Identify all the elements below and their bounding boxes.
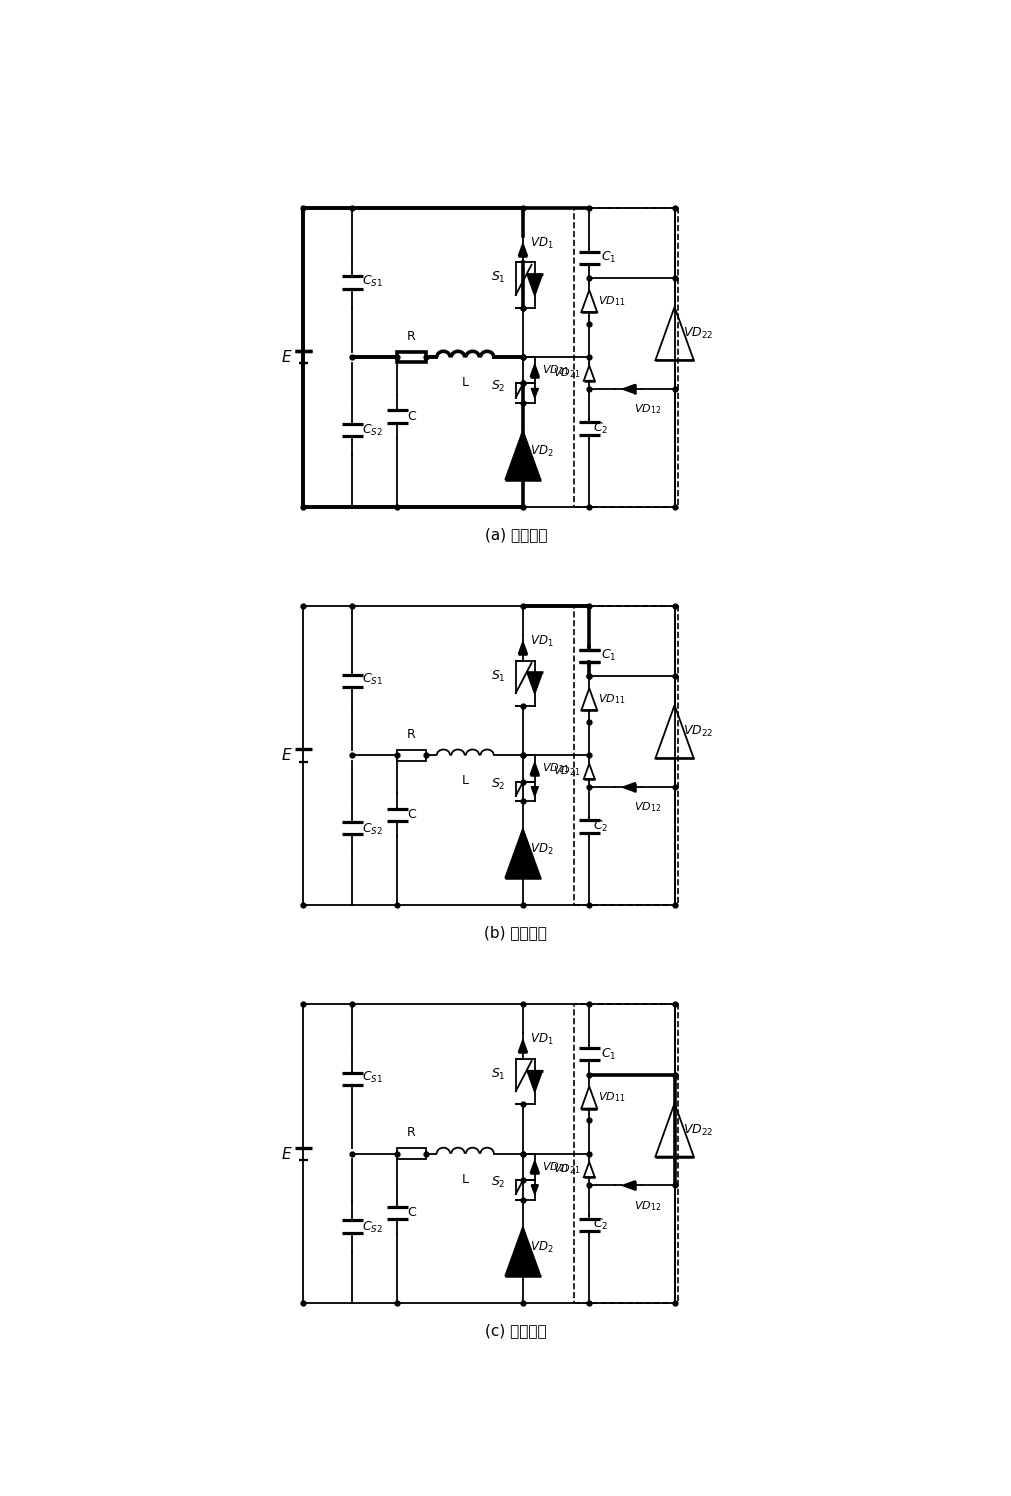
Text: $C_2$: $C_2$ — [593, 420, 609, 435]
Polygon shape — [623, 782, 635, 791]
Text: $VD_1$: $VD_1$ — [530, 1032, 554, 1047]
Text: L: L — [462, 377, 469, 389]
Text: $C_2$: $C_2$ — [593, 1218, 609, 1233]
Text: $S_2$: $S_2$ — [490, 1174, 506, 1191]
Text: $E$: $E$ — [281, 349, 292, 365]
Polygon shape — [532, 389, 538, 398]
Text: $E$: $E$ — [281, 1146, 292, 1162]
Bar — [574, 606, 678, 905]
Polygon shape — [519, 1040, 528, 1052]
Text: C: C — [407, 410, 417, 423]
Text: $C_1$: $C_1$ — [601, 648, 616, 664]
Text: $C_{S1}$: $C_{S1}$ — [362, 274, 383, 289]
Text: $VD_2$: $VD_2$ — [530, 842, 553, 857]
Text: $VD_{12}$: $VD_{12}$ — [634, 402, 661, 416]
Text: $VD_{21}$: $VD_{21}$ — [542, 1159, 569, 1173]
Text: $C_{S2}$: $C_{S2}$ — [362, 821, 382, 836]
Bar — [397, 352, 426, 362]
Text: $VD_{12}$: $VD_{12}$ — [634, 1198, 661, 1213]
Text: $C_{S1}$: $C_{S1}$ — [362, 672, 383, 687]
Text: $VD_{11}$: $VD_{11}$ — [598, 693, 625, 706]
Text: R: R — [407, 1126, 416, 1140]
Polygon shape — [532, 1185, 538, 1194]
Text: C: C — [407, 808, 417, 821]
Polygon shape — [506, 829, 541, 878]
Polygon shape — [519, 244, 528, 256]
Bar — [397, 751, 426, 760]
Text: $VD_{11}$: $VD_{11}$ — [598, 1091, 625, 1104]
Text: (a) 导通模式: (a) 导通模式 — [484, 527, 547, 542]
Text: $C_{S2}$: $C_{S2}$ — [362, 1219, 382, 1234]
Polygon shape — [623, 1180, 635, 1191]
Text: $VD_{22}$: $VD_{22}$ — [683, 1122, 714, 1137]
Text: $VD_{12}$: $VD_{12}$ — [634, 800, 661, 814]
Polygon shape — [527, 1071, 543, 1092]
Polygon shape — [532, 787, 538, 796]
Polygon shape — [530, 1161, 539, 1173]
Text: $S_1$: $S_1$ — [490, 1067, 506, 1082]
Text: $S_2$: $S_2$ — [490, 776, 506, 791]
Text: R: R — [407, 331, 416, 343]
Text: $VD_{21}$: $VD_{21}$ — [553, 1162, 580, 1176]
Text: $VD_{11}$: $VD_{11}$ — [598, 295, 625, 308]
Bar — [574, 208, 678, 507]
Polygon shape — [506, 1227, 541, 1276]
Text: (b) 充电模式: (b) 充电模式 — [484, 926, 547, 941]
Text: C: C — [407, 1206, 417, 1219]
Text: $VD_{21}$: $VD_{21}$ — [553, 367, 580, 380]
Text: $VD_{22}$: $VD_{22}$ — [683, 326, 714, 341]
Bar — [397, 1149, 426, 1159]
Text: L: L — [462, 1173, 469, 1186]
Text: $VD_1$: $VD_1$ — [530, 634, 554, 649]
Text: $VD_1$: $VD_1$ — [530, 236, 554, 251]
Text: $VD_2$: $VD_2$ — [530, 444, 553, 459]
Text: $S_2$: $S_2$ — [490, 378, 506, 393]
Text: $E$: $E$ — [281, 748, 292, 763]
Polygon shape — [519, 642, 528, 654]
Text: L: L — [462, 775, 469, 787]
Text: $C_{S1}$: $C_{S1}$ — [362, 1070, 383, 1086]
Text: $C_{S2}$: $C_{S2}$ — [362, 423, 382, 438]
Text: $VD_{22}$: $VD_{22}$ — [683, 724, 714, 739]
Text: R: R — [407, 729, 416, 741]
Polygon shape — [506, 431, 541, 480]
Text: $VD_{21}$: $VD_{21}$ — [542, 761, 569, 775]
Polygon shape — [527, 274, 543, 296]
Polygon shape — [623, 384, 635, 393]
Bar — [574, 1004, 678, 1303]
Text: $C_1$: $C_1$ — [601, 250, 616, 265]
Text: $S_1$: $S_1$ — [490, 669, 506, 684]
Polygon shape — [527, 672, 543, 694]
Text: $VD_{21}$: $VD_{21}$ — [542, 364, 569, 377]
Text: $VD_2$: $VD_2$ — [530, 1240, 553, 1255]
Bar — [397, 352, 426, 362]
Text: $VD_{21}$: $VD_{21}$ — [553, 764, 580, 778]
Polygon shape — [530, 763, 539, 775]
Polygon shape — [530, 364, 539, 377]
Text: (c) 放电模式: (c) 放电模式 — [485, 1324, 547, 1339]
Text: $S_1$: $S_1$ — [490, 271, 506, 286]
Text: $C_2$: $C_2$ — [593, 818, 609, 835]
Text: $C_1$: $C_1$ — [601, 1047, 616, 1062]
